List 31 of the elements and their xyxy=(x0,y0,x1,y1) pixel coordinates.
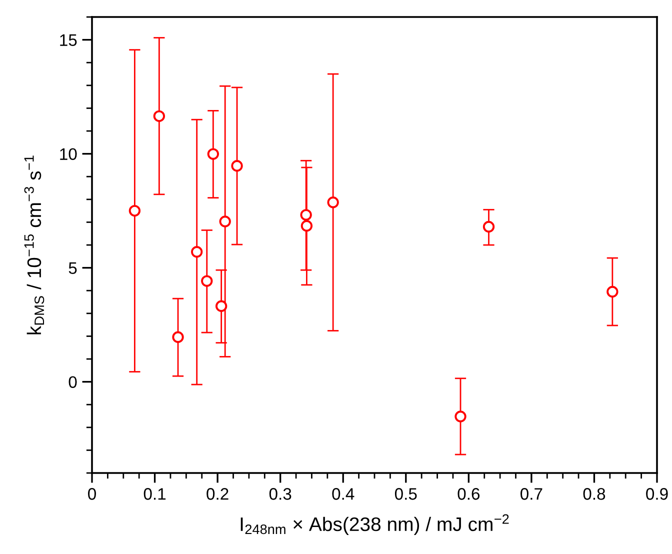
point xyxy=(215,300,228,312)
y-tick-label: 0 xyxy=(68,376,77,388)
x-axis-title: I$_{248nm}$ × Abs(238 nm) / mJ cm$^{−2}$ xyxy=(240,514,509,535)
x-tick-label: 0.7 xyxy=(520,488,542,500)
point xyxy=(606,286,618,298)
x-tick-label: 0.3 xyxy=(269,488,292,500)
point xyxy=(153,110,166,122)
y-axis-title: k$_{DMS}$ / 10$^{−15}$ cm$^{−3}$ s$^{−1}$ xyxy=(24,156,44,334)
x-tick-label: 0.2 xyxy=(206,488,228,500)
x-tick-label: 0.1 xyxy=(144,488,166,500)
point xyxy=(201,275,213,287)
y-tick-label: 15 xyxy=(60,34,77,46)
x-tick-label: 0.8 xyxy=(583,488,606,500)
point xyxy=(482,220,495,233)
point xyxy=(207,148,219,160)
point xyxy=(219,216,231,228)
x-tick-label: 0.4 xyxy=(332,488,354,500)
x-tick-label: 0.6 xyxy=(458,488,480,500)
point xyxy=(300,209,312,221)
x-tick-label: 0.9 xyxy=(646,488,668,500)
y-tick-label: 10 xyxy=(60,148,77,160)
x-tick-label: 0.5 xyxy=(394,488,417,500)
point xyxy=(231,160,243,172)
point xyxy=(128,204,141,217)
point xyxy=(327,196,339,208)
point xyxy=(300,220,313,232)
point xyxy=(172,331,184,343)
point xyxy=(454,410,466,422)
point xyxy=(191,246,203,258)
x-tick-label: 0 xyxy=(88,488,96,500)
y-tick-label: 5 xyxy=(68,262,77,274)
